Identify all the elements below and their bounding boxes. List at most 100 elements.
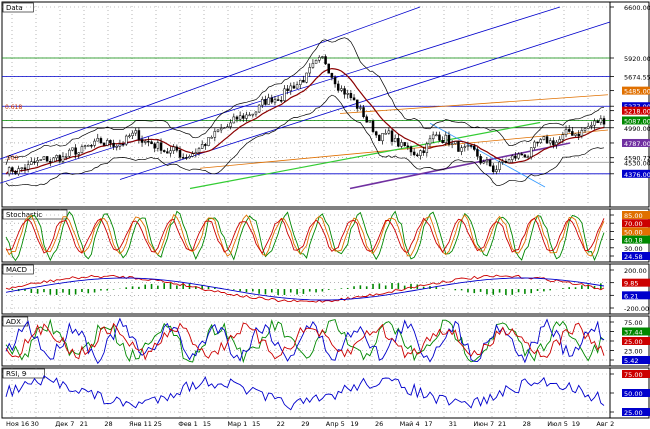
axis-tick-label: 4990.00: [624, 125, 650, 133]
axis-tick-label: 6600.00: [624, 4, 650, 12]
candle-body: [412, 151, 416, 156]
candle-body: [42, 156, 46, 160]
x-tick-label: Авг 2: [596, 420, 614, 428]
candle-body: [118, 143, 122, 147]
candle-body: [545, 136, 549, 144]
panel-title: ADX: [6, 318, 21, 326]
x-tick-label: 19: [572, 420, 580, 428]
candle-body: [93, 140, 96, 146]
candle-body: [194, 152, 198, 154]
candle-body: [330, 72, 334, 78]
axis-tick-label: 25.00: [624, 409, 643, 417]
candle-body: [580, 130, 584, 137]
candle-body: [150, 141, 153, 145]
candle-body: [365, 116, 368, 123]
candle-body: [197, 148, 201, 153]
x-tick-label: 21: [80, 420, 88, 428]
axis-tick-label: 6.21: [624, 292, 638, 300]
axis-tick-label: 200.00: [624, 267, 647, 275]
candle-body: [305, 72, 308, 83]
candle-body: [261, 99, 264, 106]
candle-body: [169, 150, 172, 154]
panel-title: RSI, 9: [6, 370, 26, 378]
candle-body: [327, 63, 330, 74]
panel-rsi-9: RSI, 9 75.00 50.00 25.00: [1, 367, 650, 419]
candle-body: [83, 145, 87, 147]
candle-body: [159, 142, 163, 151]
axis-tick-label: 50.00: [624, 390, 643, 398]
candle-body: [49, 161, 52, 163]
candle-body: [226, 126, 229, 129]
candle-body: [200, 144, 204, 149]
candle-body: [238, 115, 242, 120]
candle-body: [374, 131, 378, 136]
candle-body: [52, 157, 55, 163]
candle-body: [596, 120, 599, 124]
candle-body: [128, 135, 131, 137]
x-tick-label: 30: [31, 420, 39, 428]
candle-body: [539, 139, 542, 143]
candle-body: [77, 152, 81, 155]
candle-body: [134, 130, 137, 134]
panel-macd: MACD 200.00 9.85 6.21 -200.00: [1, 263, 650, 315]
x-tick-label: 29: [301, 420, 309, 428]
candle-body: [409, 146, 413, 153]
x-tick-label: 15: [252, 420, 260, 428]
candle-body: [295, 84, 299, 89]
candle-body: [586, 126, 590, 129]
x-tick-label: 28: [104, 420, 112, 428]
candle-body: [188, 156, 191, 159]
candle-body: [45, 156, 49, 162]
panel-data: Data6600.005920.005674.555485.005277.005…: [0, 1, 650, 208]
candle-body: [257, 104, 261, 113]
candle-body: [181, 157, 185, 159]
candle-body: [286, 88, 289, 92]
candle-body: [485, 159, 489, 163]
candle-body: [393, 138, 397, 142]
candle-body: [210, 137, 213, 139]
candle-body: [178, 150, 182, 158]
x-tick-label: 22: [277, 420, 285, 428]
candle-body: [254, 111, 258, 115]
candle-body: [223, 127, 226, 130]
candle-body: [574, 133, 577, 136]
x-tick-label: Дек 7: [55, 420, 74, 428]
axis-tick-label: 5674.55: [624, 73, 650, 81]
candle-body: [548, 140, 552, 144]
candle-body: [140, 139, 144, 143]
x-tick-label: Мар 1: [227, 420, 247, 428]
candle-body: [191, 153, 194, 157]
candle-body: [387, 130, 391, 134]
candle-body: [102, 142, 106, 146]
axis-tick-label: 25.00: [624, 338, 643, 346]
candle-body: [590, 124, 593, 127]
candle-body: [336, 83, 340, 91]
candle-body: [115, 146, 118, 148]
candle-body: [507, 159, 511, 163]
candle-body: [251, 113, 255, 116]
candle-body: [64, 155, 68, 158]
axis-tick-label: 4590.72: [624, 155, 650, 163]
axis-tick-label: 75.00: [624, 371, 643, 379]
fib-label: .500: [5, 155, 19, 162]
candle-body: [283, 88, 286, 101]
candle-body: [80, 146, 84, 154]
candle-body: [577, 133, 580, 137]
candle-body: [185, 157, 188, 159]
axis-tick-label: 5087.00: [624, 117, 650, 125]
candle-body: [124, 135, 128, 145]
candle-body: [352, 97, 356, 101]
x-tick-label: 21: [498, 420, 506, 428]
candle-body: [406, 145, 410, 148]
candle-body: [229, 122, 232, 127]
axis-tick-label: 9.85: [624, 280, 638, 288]
axis-tick-label: 50.00: [624, 228, 643, 236]
candle-body: [558, 139, 561, 143]
candle-body: [264, 99, 267, 105]
axis-tick-label: 24.58: [624, 253, 643, 261]
candle-body: [68, 149, 71, 157]
candle-body: [450, 143, 454, 145]
candle-body: [403, 142, 406, 147]
